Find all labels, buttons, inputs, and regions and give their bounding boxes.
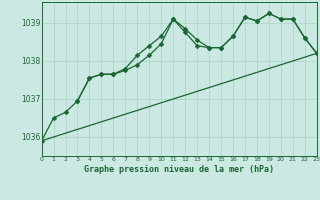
X-axis label: Graphe pression niveau de la mer (hPa): Graphe pression niveau de la mer (hPa)	[84, 165, 274, 174]
